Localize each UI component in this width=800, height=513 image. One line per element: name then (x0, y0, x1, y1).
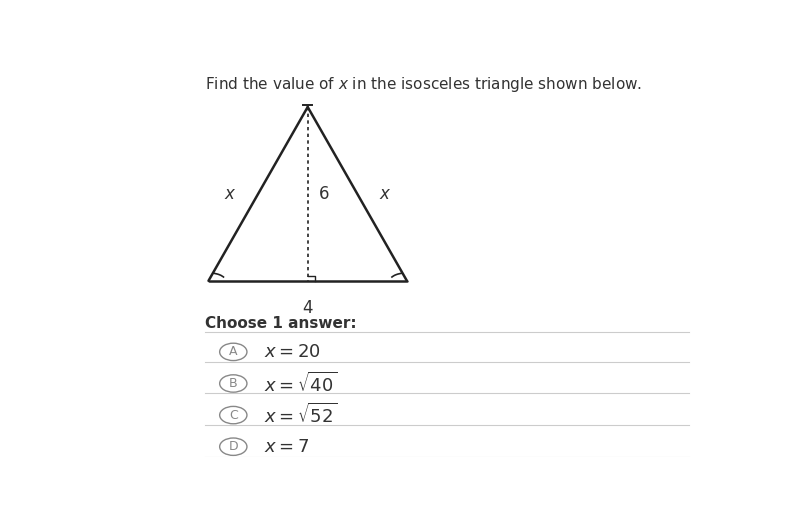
Text: Choose 1 answer:: Choose 1 answer: (206, 317, 357, 331)
Text: Find the value of $x$ in the isosceles triangle shown below.: Find the value of $x$ in the isosceles t… (206, 75, 642, 94)
Text: $x = 7$: $x = 7$ (264, 438, 310, 456)
Text: D: D (229, 440, 238, 453)
Text: A: A (229, 345, 238, 359)
Text: $x = \sqrt{40}$: $x = \sqrt{40}$ (264, 371, 338, 396)
Text: $x = \sqrt{52}$: $x = \sqrt{52}$ (264, 403, 338, 427)
Text: C: C (229, 408, 238, 422)
Text: $x$: $x$ (224, 185, 237, 203)
Text: $x = 20$: $x = 20$ (264, 343, 321, 361)
Text: $x$: $x$ (379, 185, 391, 203)
Text: B: B (229, 377, 238, 390)
Text: 4: 4 (302, 300, 313, 318)
Text: 6: 6 (319, 185, 330, 203)
